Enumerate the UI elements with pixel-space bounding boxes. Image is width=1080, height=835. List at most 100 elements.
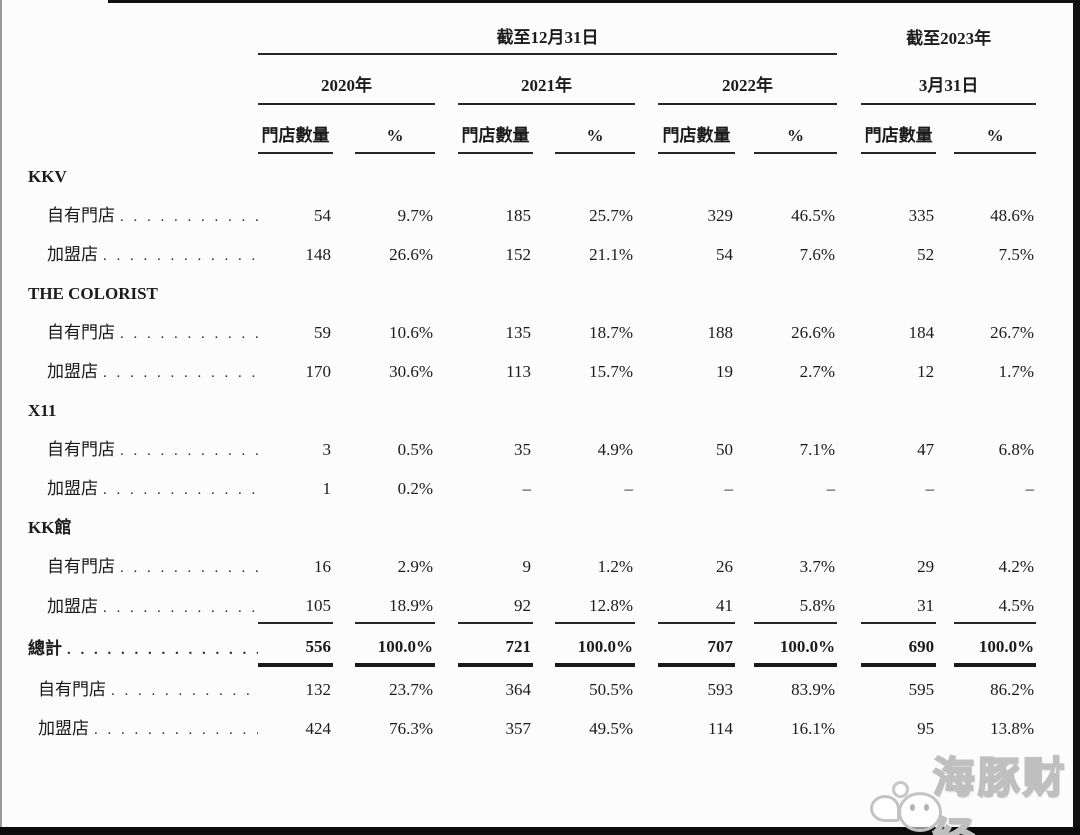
table-cell: 86.2% (990, 680, 1035, 700)
table-cell: 95 (917, 719, 935, 739)
table-cell: 26 (716, 557, 733, 577)
table-cell: – (724, 479, 734, 499)
table-cell: 2.9% (397, 557, 433, 577)
table-cell: 1.2% (597, 557, 633, 577)
table-cell: 424 (305, 719, 332, 739)
col-header-count-2022: 門店數量 (658, 104, 735, 154)
dot-leader: . . . . . . . . . . . . . . . . . . . . … (103, 481, 258, 498)
table-cell: 7.5% (998, 245, 1035, 265)
table-cell: 31 (861, 583, 937, 624)
dot-leader: . . . . . . . . . . . . . . . . . . . . … (103, 247, 258, 264)
row-total: 總計 . . . . . . . . . . . . . . . . . . . … (28, 624, 1037, 667)
row-summary-owned-stores: 自有門店 . . . . . . . . . . . . . . . . . . … (28, 667, 1036, 706)
table-cell: 135 (505, 323, 532, 343)
row-kkv-franchised-stores: 加盟店 . . . . . . . . . . . . . . . . . . .… (28, 232, 1036, 271)
table-cell: 364 (505, 680, 532, 700)
col-header-pct-2021: % (555, 104, 635, 154)
table-cell: – (522, 479, 532, 499)
table-cell: 1.7% (998, 362, 1035, 382)
row-colorist-owned-stores: 自有門店 . . . . . . . . . . . . . . . . . . … (28, 310, 1036, 349)
table-cell: 9.7% (397, 206, 433, 226)
table-cell: 329 (707, 206, 734, 226)
table-cell: 49.5% (589, 719, 633, 739)
table-cell: – (1025, 479, 1035, 499)
row-x11-owned-stores: 自有門店 . . . . . . . . . . . . . . . . . . … (28, 427, 1036, 466)
table-cell: 52 (917, 245, 935, 265)
table-cell: 54 (314, 206, 331, 226)
row-kkguan-owned-stores: 自有門店 . . . . . . . . . . . . . . . . . . … (28, 544, 1036, 583)
table-cell: 10.6% (389, 323, 433, 343)
table-cell: 114 (708, 719, 733, 739)
row-label: 加盟店 (38, 718, 89, 738)
table-cell: 16 (314, 557, 331, 577)
year-header-2021: 2021年 (458, 54, 635, 105)
table-cell: 41 (658, 583, 735, 624)
table-cell: 26.6% (791, 323, 836, 343)
table-cell: 12.8% (555, 583, 635, 624)
table-cell: 18.9% (355, 583, 435, 624)
table-cell: 184 (908, 323, 935, 343)
table-cell: 335 (908, 206, 935, 226)
row-kkv-owned-stores: 自有門店 . . . . . . . . . . . . . . . . . . … (28, 193, 1036, 232)
table-cell: 4.9% (597, 440, 633, 460)
table-cell: 2.7% (799, 362, 836, 382)
header-as-of-dec31: 截至12月31日 (258, 20, 838, 55)
table-cell: – (925, 479, 935, 499)
table-cell: 0.2% (397, 479, 433, 499)
table-cell: 3 (322, 440, 332, 460)
row-x11-franchised-stores: 加盟店 . . . . . . . . . . . . . . . . . . .… (28, 466, 1036, 505)
table-cell: 48.6% (990, 206, 1035, 226)
table-cell: 185 (505, 206, 532, 226)
table-cell: 23.7% (389, 680, 433, 700)
table-cell: 83.9% (791, 680, 836, 700)
table-cell: 30.6% (389, 362, 433, 382)
row-label: 自有門店 (47, 556, 115, 576)
dot-leader: . . . . . . . . . . . . . . . . . . . . … (120, 559, 258, 576)
table-cell: 100.0% (954, 624, 1037, 667)
store-count-table: 截至12月31日 截至2023年 2020年 2021年 2022年 3月31日… (28, 20, 1037, 745)
dot-leader: . . . . . . . . . . . . . . . . . . . . … (120, 325, 258, 342)
table-cell: 18.7% (589, 323, 633, 343)
row-label: 自有門店 (38, 679, 106, 699)
speech-bubble-icon (870, 795, 900, 822)
section-header-x11: X11 (28, 401, 57, 421)
page-edge-bottom (0, 827, 1080, 835)
table-cell: 15.7% (589, 362, 633, 382)
table-cell: 19 (716, 362, 733, 382)
col-header-count-2023: 門店數量 (861, 104, 937, 154)
year-header-2020: 2020年 (258, 54, 435, 105)
table-cell: 593 (707, 680, 734, 700)
table-cell: 152 (505, 245, 532, 265)
table-cell: 35 (514, 440, 531, 460)
table-cell: 5.8% (754, 583, 838, 624)
page-edge-top (108, 0, 1080, 3)
page-edge-right (1073, 0, 1080, 835)
table-cell: 113 (506, 362, 531, 382)
table-cell: 7.1% (799, 440, 836, 460)
section-header-the-colorist: THE COLORIST (28, 284, 158, 304)
small-bubble-icon (892, 781, 909, 798)
table-cell: 50 (716, 440, 733, 460)
row-label: 加盟店 (47, 596, 98, 616)
col-header-count-2020: 門店數量 (258, 104, 333, 154)
watermark: 海豚财经 (868, 744, 1080, 835)
table-cell: 100.0% (355, 624, 435, 667)
table-cell: 1 (322, 479, 332, 499)
table-cell: 100.0% (754, 624, 838, 667)
table-cell: 188 (707, 323, 734, 343)
table-cell: 6.8% (998, 440, 1035, 460)
table-cell: 595 (908, 680, 935, 700)
table-cell: 4.5% (954, 583, 1037, 624)
table-cell: 12 (917, 362, 935, 382)
dot-leader: . . . . . . . . . . . . . . . . . . . . … (103, 599, 258, 616)
page-edge-left (0, 0, 2, 835)
table-cell: 9 (522, 557, 532, 577)
dot-leader: . . . . . . . . . . . . . . . . . . . . … (120, 208, 258, 225)
watermark-text: 海豚财经 (932, 753, 1068, 835)
table-cell: 0.5% (397, 440, 433, 460)
dot-leader: . . . . . . . . . . . . . . . . . . . . … (103, 364, 258, 381)
table-cell: 148 (305, 245, 332, 265)
row-colorist-franchised-stores: 加盟店 . . . . . . . . . . . . . . . . . . .… (28, 349, 1036, 388)
col-header-pct-2020: % (355, 104, 435, 154)
